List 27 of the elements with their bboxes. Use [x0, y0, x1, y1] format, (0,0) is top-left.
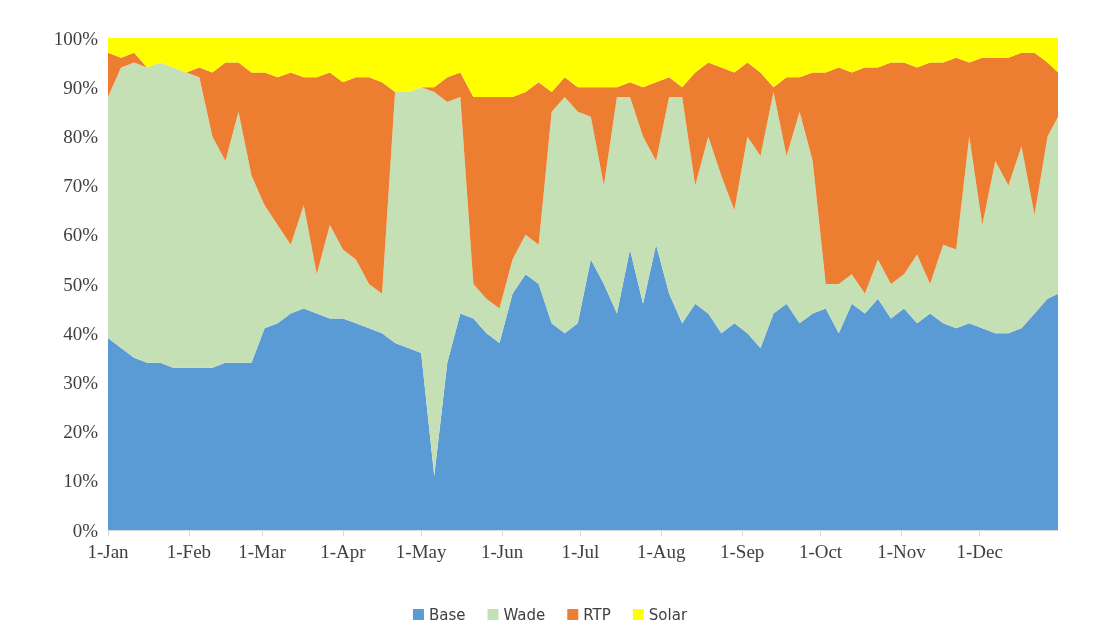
- legend-label: RTP: [583, 605, 611, 624]
- x-tick-label: 1-Apr: [320, 541, 367, 562]
- x-tick-label: 1-Feb: [166, 541, 212, 562]
- y-tick-label: 40%: [63, 322, 99, 344]
- y-tick-label: 100%: [53, 27, 99, 49]
- y-tick-label: 60%: [63, 224, 99, 246]
- y-tick-label: 80%: [63, 125, 99, 147]
- y-tick-label: 70%: [63, 175, 99, 197]
- legend-label: Solar: [648, 605, 688, 624]
- y-tick-label: 50%: [63, 273, 99, 295]
- legend-label: Base: [428, 605, 466, 624]
- x-tick-label: 1-Jan: [87, 541, 130, 562]
- x-tick-label: 1-Jul: [561, 541, 600, 562]
- x-tick-label: 1-May: [395, 541, 448, 562]
- y-tick-label: 20%: [63, 421, 99, 443]
- x-tick-label: 1-Oct: [798, 541, 843, 562]
- x-tick-label: 1-Jun: [480, 541, 524, 562]
- x-tick-label: 1-Mar: [238, 541, 287, 562]
- y-tick-label: 90%: [63, 76, 99, 98]
- legend-label: Wade: [503, 605, 546, 624]
- y-tick-label: 30%: [63, 371, 99, 393]
- y-tick-label: 0%: [72, 519, 99, 541]
- x-tick-label: 1-Sep: [720, 541, 765, 562]
- x-tick-label: 1-Nov: [877, 541, 927, 562]
- y-tick-label: 10%: [63, 470, 99, 492]
- x-tick-label: 1-Dec: [956, 541, 1003, 562]
- x-tick-label: 1-Aug: [637, 541, 687, 562]
